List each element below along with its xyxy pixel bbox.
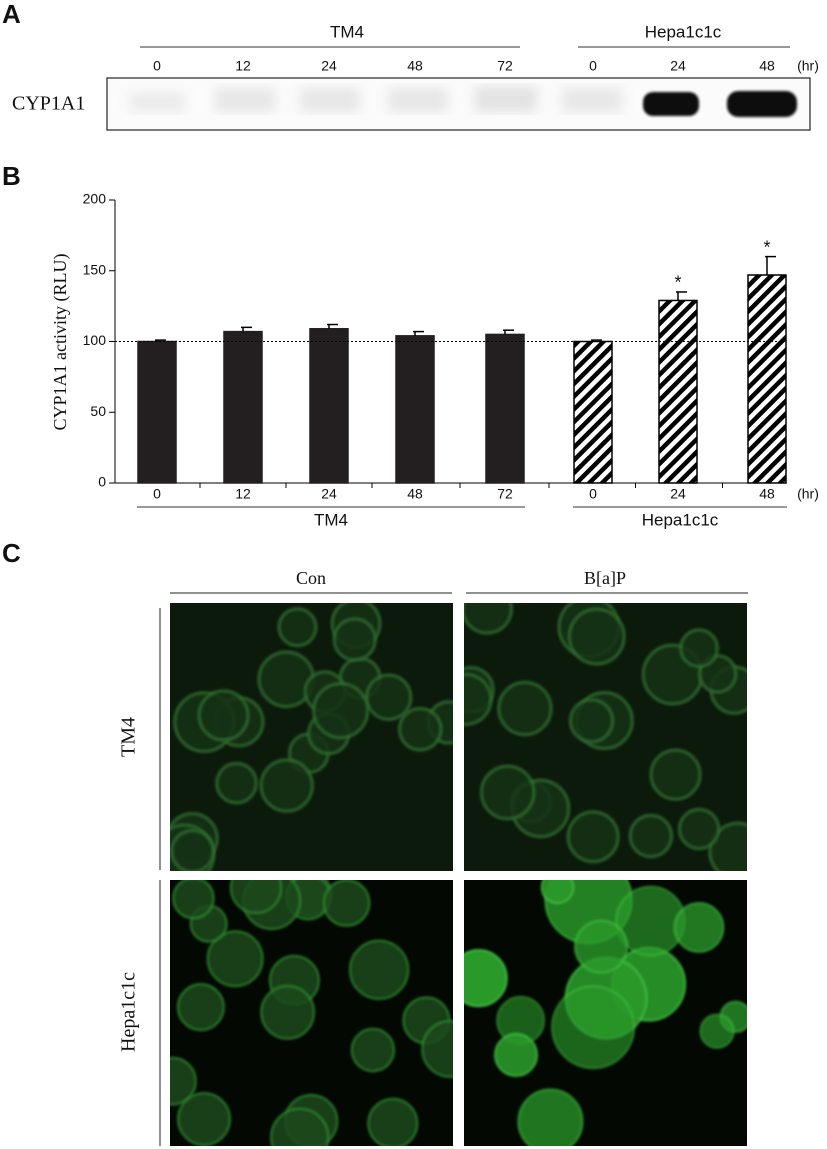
cell — [270, 1107, 330, 1146]
x-tick-label: 24 — [670, 486, 686, 502]
cell — [494, 1032, 539, 1077]
significance-label: * — [763, 237, 770, 257]
cell — [260, 984, 316, 1040]
bar — [137, 340, 177, 484]
lane-label: 24 — [321, 58, 337, 74]
y-tick-label: 50 — [90, 403, 106, 419]
cells — [464, 603, 747, 871]
blot-row-label: CYP1A1 — [12, 93, 85, 115]
cells — [170, 880, 453, 1146]
cell — [574, 919, 629, 974]
x-tick-label: 48 — [407, 486, 423, 502]
lane-label: 0 — [153, 58, 161, 74]
cell — [551, 985, 636, 1070]
significance-label: * — [674, 273, 681, 293]
bar — [658, 299, 698, 484]
panel-a: CYP1A1 TM4 Hepa1c1c (hr) — [12, 22, 819, 131]
cell — [365, 673, 413, 721]
y-axis-label: CYP1A1 activity (RLU) — [50, 254, 71, 431]
lane-label: 12 — [235, 58, 251, 74]
lane-label: 24 — [670, 58, 686, 74]
cell — [464, 603, 514, 635]
cells — [170, 603, 453, 871]
cell — [277, 607, 318, 648]
x-tick-label: 48 — [759, 486, 775, 502]
blot-background — [130, 86, 622, 112]
cell — [568, 698, 615, 744]
group-label: Hepa1c1c — [645, 22, 722, 41]
cells — [464, 880, 747, 1146]
panel-label: C — [2, 538, 21, 568]
y-tick-label: 0 — [98, 474, 106, 490]
cell — [170, 1056, 197, 1106]
cell — [567, 607, 626, 666]
bar — [395, 335, 435, 484]
bar — [309, 328, 349, 484]
cell — [350, 1027, 396, 1073]
cell — [176, 983, 225, 1032]
cell — [464, 672, 493, 726]
cell — [649, 748, 702, 801]
bar — [485, 333, 525, 484]
cell — [206, 930, 264, 988]
cell — [367, 1097, 419, 1146]
x-tick-label: 0 — [589, 486, 597, 502]
unit-label: (hr) — [797, 486, 819, 502]
cell — [170, 828, 215, 871]
x-tick-label: 0 — [153, 486, 161, 502]
cell — [229, 880, 283, 915]
blot-frame — [106, 77, 811, 131]
cell — [628, 813, 674, 859]
bar — [747, 274, 787, 484]
y-tick-label: 150 — [83, 261, 107, 277]
y-tick-label: 100 — [83, 332, 107, 348]
cell — [322, 880, 371, 927]
cell — [679, 628, 719, 669]
x-tick-label: 12 — [235, 486, 251, 502]
cell — [172, 880, 215, 920]
cell — [259, 758, 314, 813]
cell — [421, 1020, 453, 1078]
x-tick-label: 24 — [321, 486, 337, 502]
cell — [397, 706, 443, 752]
y-tick-label: 200 — [83, 191, 107, 207]
lane-label: 48 — [407, 58, 423, 74]
cell — [497, 680, 553, 737]
cell — [177, 1092, 231, 1146]
group-label: TM4 — [330, 22, 364, 41]
group-label: Hepa1c1c — [642, 510, 719, 529]
cell — [479, 764, 536, 821]
cell — [699, 1013, 735, 1049]
bar — [223, 330, 263, 484]
panel-label: A — [2, 0, 21, 29]
lane-label: 72 — [497, 58, 513, 74]
column-label: Con — [296, 568, 326, 588]
cell — [566, 810, 620, 864]
bar — [573, 340, 613, 484]
lane-label: 48 — [759, 58, 775, 74]
cell — [540, 880, 575, 905]
x-tick-label: 72 — [497, 486, 513, 502]
micrographs — [170, 603, 747, 1146]
lane-label: 0 — [589, 58, 597, 74]
cell — [312, 682, 370, 740]
unit-label: (hr) — [797, 58, 819, 74]
blot-bands — [643, 91, 797, 117]
group-label: TM4 — [314, 510, 348, 529]
cell — [677, 807, 721, 851]
cell — [332, 617, 377, 662]
cell — [348, 939, 410, 1001]
panel-label: B — [2, 161, 21, 191]
column-label: B[a]P — [584, 568, 626, 588]
row-label: TM4 — [118, 717, 140, 757]
row-label: Hepa1c1c — [118, 972, 140, 1052]
cell — [215, 761, 258, 805]
cell — [464, 949, 508, 1008]
cell — [197, 689, 250, 742]
cell — [517, 1088, 584, 1146]
cell — [673, 902, 725, 953]
